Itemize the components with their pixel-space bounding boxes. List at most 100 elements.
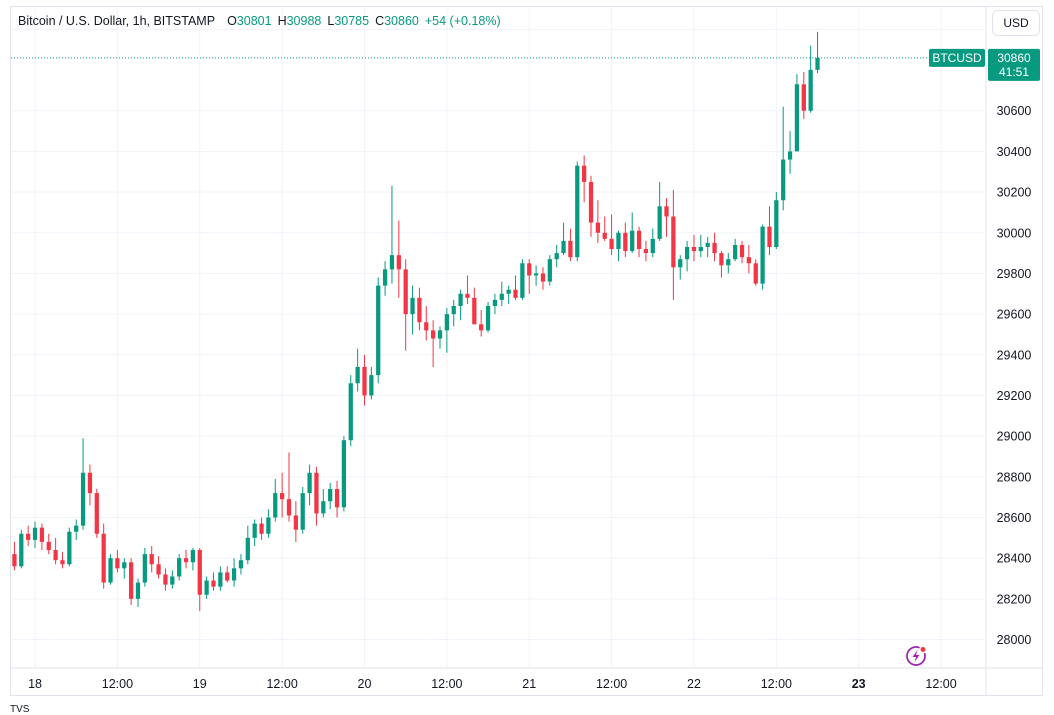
candle-body <box>39 527 45 542</box>
currency-button[interactable]: USD <box>992 10 1040 36</box>
candle-body <box>698 246 703 252</box>
candle-body <box>678 259 683 268</box>
candle-body <box>794 84 800 152</box>
candle-body <box>286 499 292 516</box>
candle-body <box>595 222 600 233</box>
price-tick-label: 29800 <box>997 267 1032 281</box>
candle-body <box>588 181 594 223</box>
candle-body <box>259 523 264 534</box>
price-tick-label: 28200 <box>997 592 1032 606</box>
price-tick-label: 28800 <box>997 470 1032 484</box>
symbol-tag <box>929 48 985 67</box>
candle-body <box>760 226 765 284</box>
candle-body <box>211 580 216 587</box>
candle-body <box>540 273 546 282</box>
candle-body <box>458 293 463 306</box>
candle-body <box>293 515 298 530</box>
candle-body <box>739 244 745 258</box>
candle-body <box>190 550 196 563</box>
ohlc-close: C30860 <box>375 14 419 28</box>
candle-body <box>26 533 31 540</box>
candle-body <box>12 554 17 567</box>
candle-body <box>19 533 24 567</box>
candle-body <box>362 366 367 396</box>
candle-body <box>774 200 779 247</box>
candle-body <box>575 165 580 258</box>
time-tick-label: 12:00 <box>761 677 792 691</box>
candle-body <box>273 493 278 518</box>
price-change: +54 (+0.18%) <box>424 14 501 28</box>
candle-body <box>424 322 429 331</box>
candle-body <box>80 472 86 526</box>
candle-body <box>705 242 710 247</box>
price-axis[interactable]: 28000 28200 28400 28600 28800 29000 29200 29400… <box>997 23 1032 647</box>
candle-body <box>328 489 333 502</box>
candle-body <box>122 562 127 569</box>
candle-body <box>197 550 202 595</box>
candle-body <box>60 560 65 565</box>
candle-body <box>334 489 340 508</box>
close-value: 30860 <box>384 14 419 28</box>
candle-body <box>808 69 813 111</box>
time-tick-label: 12:00 <box>102 677 133 691</box>
price-tick-label: 28000 <box>997 633 1032 647</box>
price-tag <box>988 48 1040 81</box>
candle-body <box>657 206 662 239</box>
open-value: 30801 <box>236 14 272 28</box>
candle-body <box>321 501 326 514</box>
ohlc-low: L30785 <box>327 14 369 28</box>
symbol-title[interactable]: Bitcoin / U.S. Dollar, 1h, BITSTAMP <box>18 14 216 28</box>
candle-body <box>444 314 449 331</box>
candle-body <box>149 554 154 565</box>
candle-body <box>437 330 443 339</box>
candle-body <box>492 299 498 306</box>
candle-body <box>87 472 93 494</box>
price-tick-label: 28400 <box>997 552 1032 566</box>
candle-body <box>582 165 587 182</box>
high-label: H <box>277 14 287 28</box>
candle-body <box>609 238 614 250</box>
price-tick-label: 30200 <box>997 186 1032 200</box>
chart-frame <box>10 6 1043 696</box>
candle-body <box>499 293 504 300</box>
candle-body <box>314 472 319 514</box>
candle-body <box>307 472 312 494</box>
bar-countdown: 41:51 <box>999 65 1029 79</box>
candle-body <box>355 366 360 384</box>
lightning-icon[interactable] <box>906 645 927 666</box>
time-tick-label: 19 <box>193 677 207 691</box>
candle-body <box>300 493 305 530</box>
candle-body <box>74 525 79 532</box>
candle-body <box>135 582 141 599</box>
time-tick-label: 20 <box>358 677 372 691</box>
candle-body <box>513 289 518 298</box>
candle-body <box>554 253 559 260</box>
low-label: L <box>327 14 335 28</box>
time-tick-label: 12:00 <box>596 677 627 691</box>
time-tick-label: 23 <box>852 677 866 691</box>
candle-body <box>726 259 731 266</box>
candle-body <box>561 240 566 254</box>
ohlc-open: O30801 <box>227 14 272 28</box>
candle-body <box>568 240 573 258</box>
candle-body <box>115 558 120 569</box>
candle-body <box>527 263 532 276</box>
low-value: 30785 <box>334 14 370 28</box>
candle-body <box>636 230 642 250</box>
open-label: O <box>227 14 237 28</box>
symbol-tag-text: BTCUSD <box>932 51 982 65</box>
candles <box>12 31 820 612</box>
candle-body <box>767 226 772 247</box>
time-axis[interactable]: 18 12:00 19 12:00 20 12:00 21 12:00 22 12:00 23 12:… <box>28 677 957 691</box>
candle-body <box>472 297 477 325</box>
candle-body <box>643 249 649 254</box>
candle-body <box>163 574 168 585</box>
candle-body <box>431 330 436 339</box>
candle-body <box>128 562 134 599</box>
candle-body <box>279 493 285 500</box>
candle-body <box>712 242 717 254</box>
candle-body <box>733 244 738 260</box>
candle-body <box>32 527 38 540</box>
candle-body <box>53 550 58 561</box>
